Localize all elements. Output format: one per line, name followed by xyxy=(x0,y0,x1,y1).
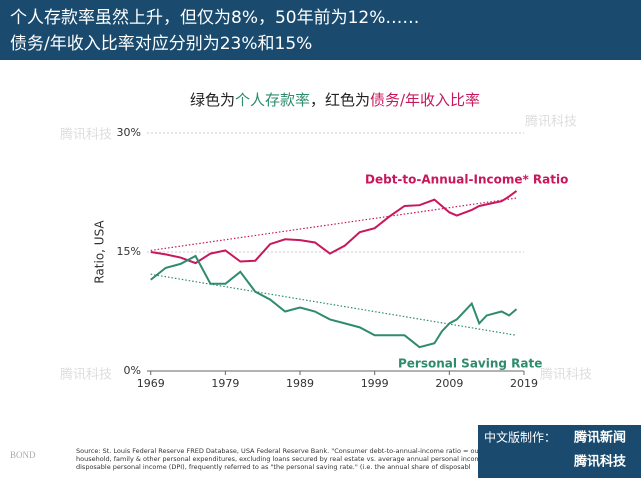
x-tick-label: 2019 xyxy=(510,377,538,390)
watermark: 腾讯科技 xyxy=(525,114,577,130)
watermark: 腾讯科技 xyxy=(60,127,112,143)
x-tick-label: 2009 xyxy=(435,377,463,390)
banner xyxy=(0,0,641,60)
y-tick-label: 15% xyxy=(117,245,141,258)
y-tick-label: 0% xyxy=(124,364,141,377)
subtitle-part: 债务/年收入比率 xyxy=(370,91,480,109)
subtitle-part: 个人存款率 xyxy=(235,91,310,109)
subtitle-part: ，红色为 xyxy=(310,91,370,109)
series-label: Debt-to-Annual-Income* Ratio xyxy=(365,173,568,187)
series-label: Personal Saving Rate xyxy=(398,357,542,371)
credit: 中文版制作： xyxy=(484,430,556,445)
source: Source: St. Louis Federal Reserve FRED D… xyxy=(76,447,485,455)
series-line xyxy=(150,254,518,349)
x-tick-label: 1999 xyxy=(361,377,389,390)
trendline xyxy=(150,273,517,336)
credit-tech: 腾讯科技 xyxy=(573,454,627,470)
y-tick-label: 30% xyxy=(117,126,141,139)
subtitle-part: 绿色为 xyxy=(190,91,235,109)
x-tick-label: 1969 xyxy=(137,377,165,390)
title-line: 债务/年收入比率对应分别为23%和15% xyxy=(10,34,312,54)
source: household, family & other personal expen… xyxy=(76,455,487,463)
x-tick-label: 1979 xyxy=(211,377,239,390)
title-line: 个人存款率虽然上升，但仅为8%，50年前为12%…… xyxy=(10,8,419,28)
watermark: 腾讯科技 xyxy=(540,367,592,383)
x-tick-label: 1989 xyxy=(286,377,314,390)
series-line xyxy=(150,190,518,265)
brand: BOND xyxy=(10,450,36,460)
watermark: 腾讯科技 xyxy=(60,367,112,383)
y-axis-label: Ratio, USA xyxy=(93,220,107,284)
credit-news: 腾讯新闻 xyxy=(573,430,626,446)
trendline xyxy=(150,197,517,252)
subtitle: 绿色为个人存款率，红色为债务/年收入比率 xyxy=(190,91,480,109)
source: disposable personal income (DPI), freque… xyxy=(76,463,471,471)
credit-box xyxy=(478,425,641,478)
